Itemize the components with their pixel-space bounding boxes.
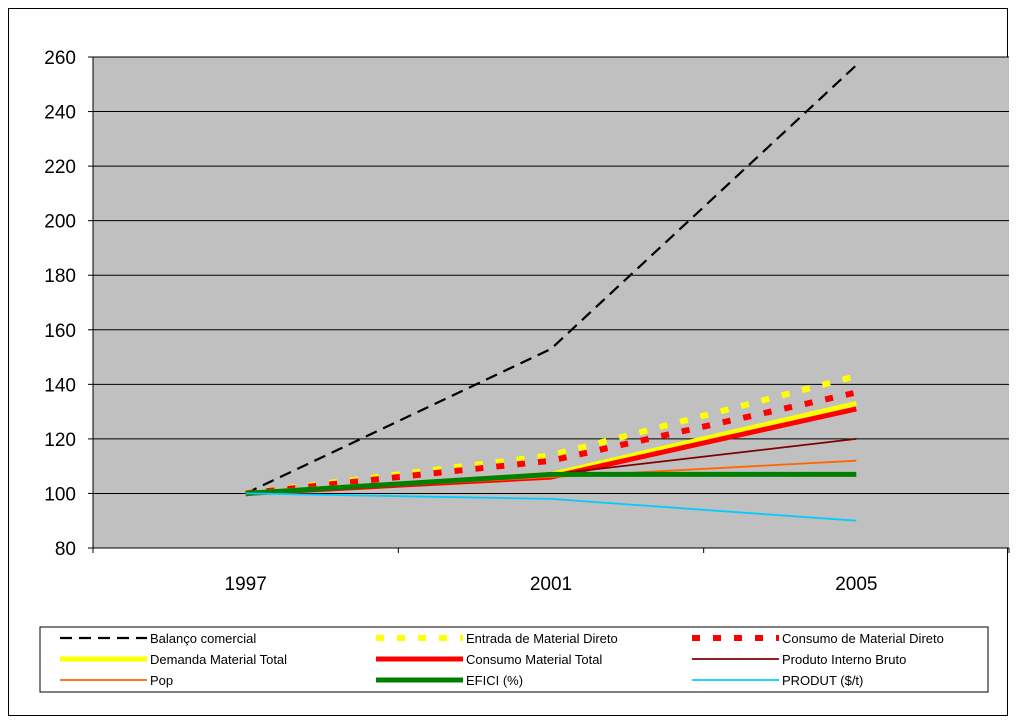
y-tick-label: 200 — [44, 212, 76, 233]
series-line-7 — [245, 471, 857, 496]
x-tick-label: 2001 — [530, 574, 572, 595]
legend-label: Entrada de Material Direto — [466, 631, 618, 646]
plot-area — [93, 57, 1009, 548]
legend-box — [39, 626, 989, 693]
series-lines — [245, 64, 858, 522]
legend-label: PRODUT ($/t) — [782, 673, 863, 688]
legend-label: Balanço comercial — [150, 631, 256, 646]
legend-label: Demanda Material Total — [150, 652, 287, 667]
legend-label: Pop — [150, 673, 173, 688]
y-tick-label: 180 — [44, 266, 76, 287]
y-tick-label: 240 — [44, 103, 76, 124]
legend-label: Produto Interno Bruto — [782, 652, 906, 667]
axes: 80 100 120 140 160 180 200 220 240 260 1997 2001 200… — [44, 48, 1010, 595]
series-line-0 — [245, 64, 858, 495]
legend-label: EFICI (%) — [466, 673, 523, 688]
y-tick-label: 140 — [44, 375, 76, 396]
y-tick-label: 100 — [44, 484, 76, 505]
legend-label: Consumo Material Total — [466, 652, 602, 667]
x-tick-label: 2005 — [835, 574, 877, 595]
y-tick-label: 160 — [44, 321, 76, 342]
y-tick-label: 120 — [44, 430, 76, 451]
legend-label: Consumo de Material Direto — [782, 631, 944, 646]
y-tick-label: 80 — [55, 539, 76, 560]
y-tick-label: 260 — [44, 48, 76, 69]
legend: Balanço comercial Entrada de Material Dir… — [39, 626, 989, 693]
series-line-8 — [245, 492, 857, 522]
gridlines — [93, 56, 1009, 494]
x-tick-label: 1997 — [225, 574, 267, 595]
y-tick-label: 220 — [44, 157, 76, 178]
